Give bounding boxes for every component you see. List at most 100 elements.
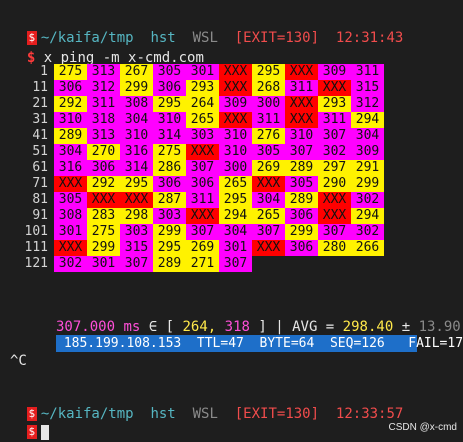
ping-cell: 309 (318, 64, 351, 80)
grid-row: 41 289 313 310 314 303 310 276 310 307 304 (10, 128, 384, 144)
ping-cell: 310 (153, 112, 186, 128)
ping-cell: 299 (285, 224, 318, 240)
terminal-badge-icon: $ (26, 31, 37, 45)
ping-cell: 303 (120, 224, 153, 240)
ping-cell: 294 (351, 112, 384, 128)
range-open: ∈ [ (148, 319, 175, 335)
interrupt-line: ^C (10, 351, 27, 371)
ping-cell: 311 (252, 112, 285, 128)
ping-cell: 304 (120, 112, 153, 128)
row-number: 121 (24, 256, 48, 271)
ping-stats: 307.000 ms ∈ [ 264, 318 ] | AVG = 298.40… (56, 318, 461, 336)
prompt-line-2: $ ~/kaifa/tmp hst WSL [EXIT=130] 12:33:57 (10, 384, 403, 422)
ping-cell: 310 (285, 128, 318, 144)
prompt-exit-code: [EXIT=130] (234, 406, 320, 422)
ping-cell-timeout: XXX (318, 208, 351, 224)
ping-cell: 266 (351, 240, 384, 256)
ping-cell: 307 (186, 224, 219, 240)
ping-cell: 309 (351, 144, 384, 160)
ping-cell: 301 (186, 64, 219, 80)
ping-cell: 300 (252, 96, 285, 112)
prompt-env: WSL (192, 406, 218, 422)
ping-cell: 292 (87, 176, 120, 192)
ping-cell: 265 (252, 208, 285, 224)
ping-cell-timeout: XXX (219, 64, 252, 80)
ping-cell: 315 (351, 80, 384, 96)
ping-cell: 310 (54, 112, 87, 128)
ping-cell: 308 (54, 208, 87, 224)
ping-cell: 293 (186, 80, 219, 96)
ping-cell: 299 (351, 176, 384, 192)
ping-cell: 304 (219, 224, 252, 240)
text-cursor[interactable] (40, 424, 49, 440)
ping-cell: 305 (285, 176, 318, 192)
terminal-badge-icon: $ (26, 407, 37, 421)
ping-cell: 295 (120, 176, 153, 192)
ping-cell-timeout: XXX (252, 176, 285, 192)
prompt-time: 12:31:43 (335, 30, 404, 46)
ping-cell-timeout: XXX (87, 192, 120, 208)
avg-latency: 298.40 (342, 319, 394, 335)
ping-cell: 302 (351, 224, 384, 240)
ping-cell: 295 (153, 240, 186, 256)
ping-cell-timeout: XXX (120, 192, 153, 208)
prompt-host: hst (150, 406, 176, 422)
prompt-line-1: $ ~/kaifa/tmp hst WSL [EXIT=130] 12:31:43 (10, 8, 403, 46)
ping-cell: 307 (219, 256, 252, 272)
ping-cell: 289 (285, 192, 318, 208)
ping-cell: 294 (219, 208, 252, 224)
ping-cell: 309 (219, 96, 252, 112)
ping-cell: 311 (351, 64, 384, 80)
prompt-exit-code: [EXIT=130] (234, 30, 320, 46)
ping-cell-timeout: XXX (219, 112, 252, 128)
ping-cell: 283 (87, 208, 120, 224)
ping-cell: 269 (186, 240, 219, 256)
ping-cell: 311 (285, 80, 318, 96)
avg-label: ] | AVG = (258, 319, 335, 335)
ping-cell: 316 (120, 144, 153, 160)
latency-unit: ms (123, 319, 141, 335)
grid-row: 11 306 312 299 306 293 XXX 268 311 XXX 315 (10, 80, 384, 96)
input-line[interactable]: $ (10, 402, 49, 440)
ping-cell-timeout: XXX (186, 208, 219, 224)
std-dev: 13.90 (418, 319, 461, 335)
ping-cell: 304 (252, 192, 285, 208)
ping-cell: 307 (318, 128, 351, 144)
ping-cell-timeout: XXX (186, 144, 219, 160)
watermark: CSDN @x-cmd (388, 422, 458, 433)
ping-cell: 289 (54, 128, 87, 144)
ping-cell-timeout: XXX (54, 240, 87, 256)
ping-cell: 314 (153, 128, 186, 144)
ping-cell: 302 (351, 192, 384, 208)
grid-row: 21 292 311 308 295 264 309 300 XXX 293 312 (10, 96, 384, 112)
ping-cell: 311 (87, 96, 120, 112)
grid-row: 101 301 275 303 299 307 304 307 299 307 302 (10, 224, 384, 240)
ping-cell: 310 (219, 128, 252, 144)
ping-cell: 306 (153, 80, 186, 96)
ping-cell: 302 (318, 144, 351, 160)
ping-cell: 286 (153, 160, 186, 176)
ping-cell: 269 (252, 160, 285, 176)
ping-cell: 276 (252, 128, 285, 144)
ping-cell: 295 (153, 96, 186, 112)
ping-cell: 311 (318, 112, 351, 128)
ping-cell-timeout: XXX (318, 80, 351, 96)
ping-cell: 300 (219, 160, 252, 176)
grid-row: 31 310 318 304 310 265 XXX 311 XXX 311 294 (10, 112, 384, 128)
ping-cell-timeout: XXX (54, 176, 87, 192)
ping-cell: 306 (54, 80, 87, 96)
grid-row: 71 XXX 292 295 306 306 265 XXX 305 290 299 (10, 176, 384, 192)
row-number: 111 (24, 240, 48, 255)
ping-cell: 295 (252, 64, 285, 80)
ping-cell: 312 (351, 96, 384, 112)
ping-cell: 290 (318, 176, 351, 192)
ping-cell: 306 (87, 160, 120, 176)
ping-cell-timeout: XXX (252, 240, 285, 256)
interrupt-text: ^C (10, 353, 27, 369)
ping-cell: 307 (252, 224, 285, 240)
ping-cell: 310 (219, 144, 252, 160)
ping-cell: 291 (351, 160, 384, 176)
ping-cell: 292 (54, 96, 87, 112)
ping-cell: 313 (87, 64, 120, 80)
status-seq: SEQ=126 (329, 336, 385, 351)
